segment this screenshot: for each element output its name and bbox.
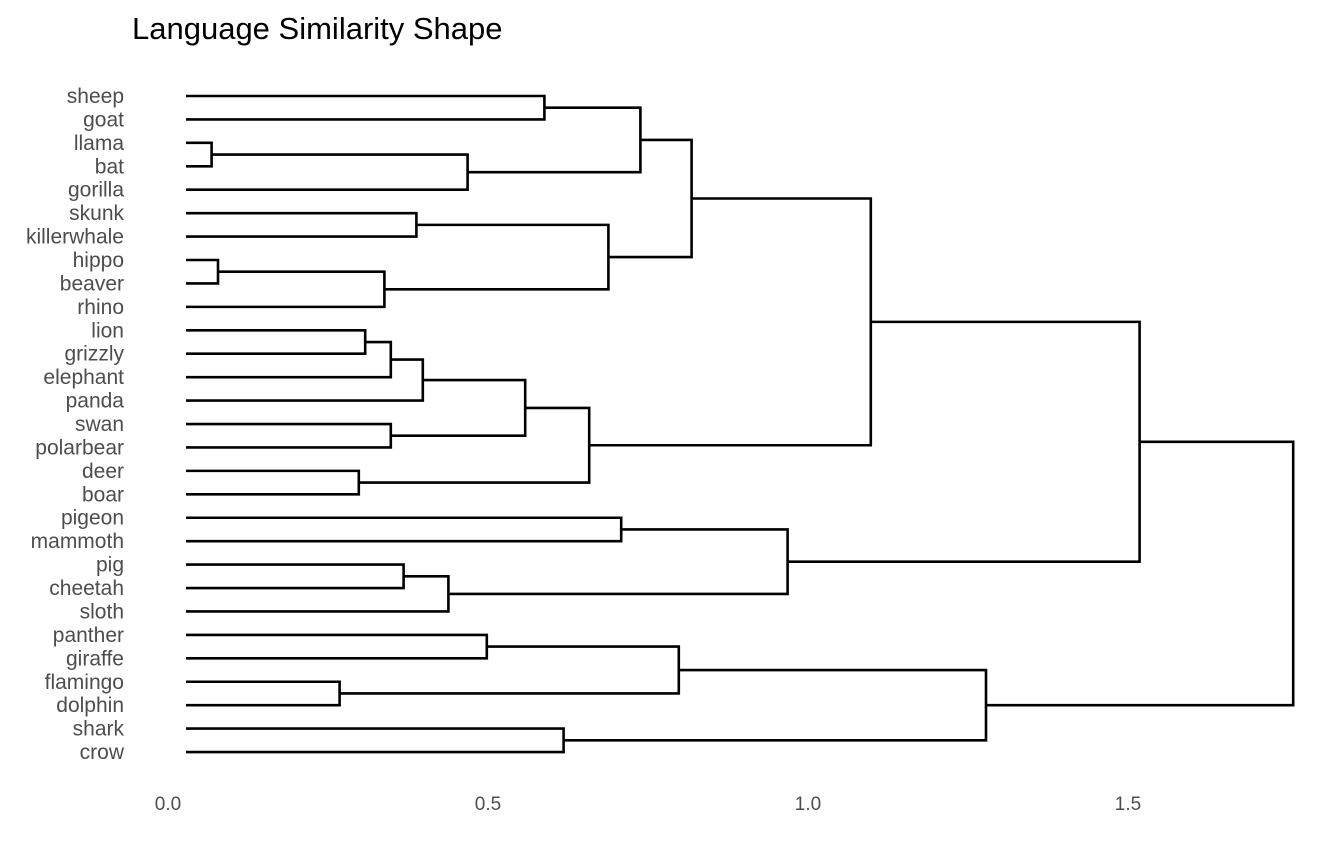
leaf-label-panther: panther bbox=[53, 624, 124, 647]
leaf-label-pigeon: pigeon bbox=[61, 507, 124, 530]
leaf-label-dolphin: dolphin bbox=[56, 694, 124, 717]
leaf-label-killerwhale: killerwhale bbox=[26, 226, 124, 249]
branch-elephant-panda bbox=[186, 358, 425, 402]
dendrogram-branches bbox=[186, 94, 1295, 754]
branch-gorilla-rhino bbox=[608, 138, 693, 259]
branch-pigeon-mammoth bbox=[186, 516, 623, 543]
leaf-label-beaver: beaver bbox=[60, 272, 124, 295]
branch-panda-polarbear bbox=[390, 378, 527, 438]
x-axis: 0.0 0.5 1.0 1.5 bbox=[155, 794, 1141, 815]
leaf-label-lion: lion bbox=[91, 319, 124, 342]
branch-bat-gorilla bbox=[186, 153, 469, 192]
x-tick-label: 1.0 bbox=[795, 794, 821, 815]
branch-boar-sloth bbox=[787, 320, 1141, 563]
leaf-labels: sheepgoatllamabatgorillaskunkkillerwhale… bbox=[26, 85, 125, 764]
leaf-label-swan: swan bbox=[75, 413, 124, 436]
leaf-label-llama: llama bbox=[74, 132, 125, 155]
branch-sheep-goat bbox=[186, 94, 546, 121]
leaf-label-flamingo: flamingo bbox=[45, 671, 124, 694]
branch-swan-polarbear bbox=[186, 422, 393, 449]
branch-llama-bat bbox=[186, 141, 213, 168]
branch-deer-boar bbox=[186, 469, 361, 496]
leaf-label-elephant: elephant bbox=[43, 366, 124, 389]
x-tick-label: 0.5 bbox=[475, 794, 501, 815]
leaf-label-boar: boar bbox=[82, 483, 124, 506]
branch-pig-cheetah bbox=[186, 563, 405, 590]
branch-grizzly-elephant bbox=[186, 340, 393, 379]
branch-killerwhale-rhino bbox=[384, 223, 610, 291]
branch-beaver-rhino bbox=[186, 270, 386, 309]
x-tick-label: 1.5 bbox=[1115, 794, 1141, 815]
branch-polarbear-boar bbox=[358, 406, 591, 484]
leaf-label-crow: crow bbox=[80, 741, 125, 764]
leaf-label-bat: bat bbox=[95, 155, 124, 178]
branch-dolphin-crow bbox=[563, 668, 988, 742]
leaf-label-skunk: skunk bbox=[69, 202, 124, 225]
branch-skunk-killerwhale bbox=[186, 211, 418, 238]
x-tick-label: 0.0 bbox=[155, 794, 181, 815]
leaf-label-hippo: hippo bbox=[73, 249, 124, 272]
leaf-label-panda: panda bbox=[66, 390, 125, 413]
leaf-label-mammoth: mammoth bbox=[31, 530, 124, 553]
leaf-label-pig: pig bbox=[96, 554, 124, 577]
branch-mammoth-sloth bbox=[448, 528, 789, 596]
leaf-label-rhino: rhino bbox=[77, 296, 124, 319]
branch-rhino-boar bbox=[589, 197, 873, 447]
leaf-label-gorilla: gorilla bbox=[68, 179, 124, 202]
leaf-label-sheep: sheep bbox=[67, 85, 124, 108]
branch-goat-gorilla bbox=[467, 106, 642, 174]
leaf-label-shark: shark bbox=[73, 718, 125, 741]
branch-giraffe-dolphin bbox=[339, 645, 681, 695]
branch-cheetah-sloth bbox=[186, 575, 450, 613]
leaf-label-grizzly: grizzly bbox=[64, 343, 124, 366]
chart-title: Language Similarity Shape bbox=[132, 11, 503, 46]
leaf-label-polarbear: polarbear bbox=[35, 436, 124, 459]
leaf-label-giraffe: giraffe bbox=[66, 647, 124, 670]
branch-flamingo-dolphin bbox=[186, 680, 341, 707]
branch-lion-grizzly bbox=[186, 329, 367, 356]
branch-sloth-crow bbox=[986, 440, 1295, 707]
leaf-label-sloth: sloth bbox=[80, 600, 124, 623]
leaf-label-cheetah: cheetah bbox=[49, 577, 124, 600]
leaf-label-goat: goat bbox=[83, 108, 124, 131]
branch-panther-giraffe bbox=[186, 633, 489, 660]
branch-hippo-beaver bbox=[186, 258, 220, 285]
branch-shark-crow bbox=[186, 727, 565, 754]
leaf-label-deer: deer bbox=[82, 460, 124, 483]
